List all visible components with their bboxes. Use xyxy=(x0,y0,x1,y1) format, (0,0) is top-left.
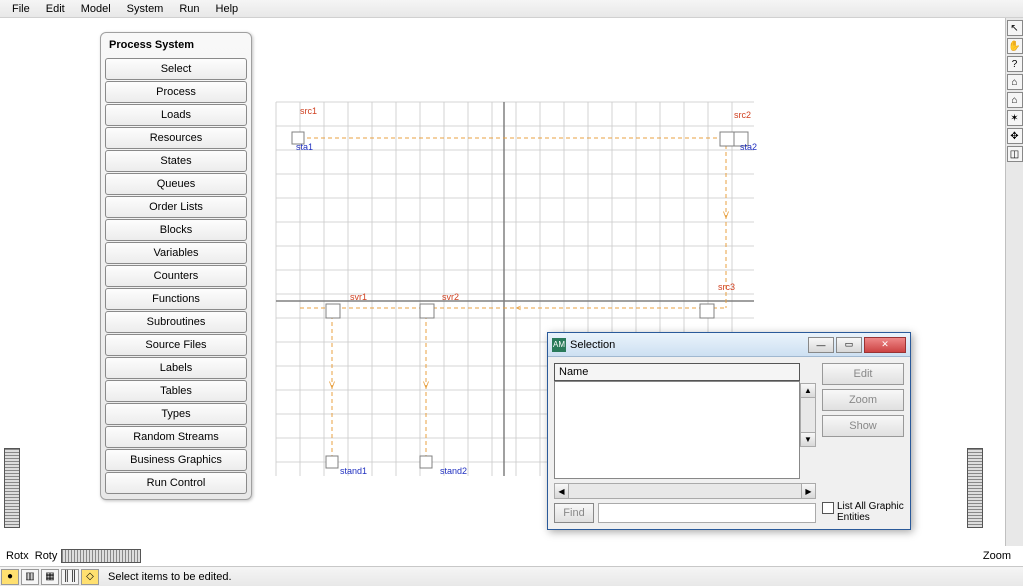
selection-list[interactable] xyxy=(554,381,800,479)
tool-grid-icon[interactable]: ▦ xyxy=(41,569,59,585)
process-system-palette: Process System SelectProcessLoadsResourc… xyxy=(100,32,252,500)
palette-queues[interactable]: Queues xyxy=(105,173,247,195)
find-button[interactable]: Find xyxy=(554,503,594,523)
menu-file[interactable]: File xyxy=(4,1,38,17)
palette-resources[interactable]: Resources xyxy=(105,127,247,149)
palette-counters[interactable]: Counters xyxy=(105,265,247,287)
palette-blocks[interactable]: Blocks xyxy=(105,219,247,241)
list-all-checkbox[interactable]: List All Graphic Entities xyxy=(822,501,904,523)
rotx-label: Rotx xyxy=(6,550,29,562)
menu-system[interactable]: System xyxy=(119,1,172,17)
bottom-strip: Rotx Roty Zoom xyxy=(0,546,1023,566)
tool-bars-icon[interactable]: ║║ xyxy=(61,569,79,585)
scroll-down-icon[interactable]: ▼ xyxy=(801,432,815,446)
selection-dialog: AM Selection — ▭ ✕ Name ▲ ▼ ◀ ▶ xyxy=(547,332,911,530)
question-icon[interactable]: ? xyxy=(1007,56,1023,72)
palette-title: Process System xyxy=(105,37,247,57)
scroll-left-icon[interactable]: ◀ xyxy=(555,484,569,498)
palette-states[interactable]: States xyxy=(105,150,247,172)
home2-icon[interactable]: ⌂ xyxy=(1007,92,1023,108)
selection-column-header[interactable]: Name xyxy=(554,363,800,381)
find-input[interactable] xyxy=(598,503,816,523)
right-toolbar: ↖ ✋ ? ⌂ ⌂ ✶ ✥ ◫ xyxy=(1005,18,1023,546)
palette-run-control[interactable]: Run Control xyxy=(105,472,247,494)
selection-titlebar[interactable]: AM Selection — ▭ ✕ xyxy=(548,333,910,357)
palette-order-lists[interactable]: Order Lists xyxy=(105,196,247,218)
menu-model[interactable]: Model xyxy=(73,1,119,17)
status-strip: ● ▥ ▦ ║║ ◇ Select items to be edited. xyxy=(0,566,1023,586)
tool-light-icon[interactable]: ● xyxy=(1,569,19,585)
roty-label: Roty xyxy=(35,550,58,562)
menubar: File Edit Model System Run Help xyxy=(0,0,1023,18)
palette-subroutines[interactable]: Subroutines xyxy=(105,311,247,333)
selection-scrollbar-h[interactable]: ◀ ▶ xyxy=(554,483,816,499)
palette-random-streams[interactable]: Random Streams xyxy=(105,426,247,448)
home-icon[interactable]: ⌂ xyxy=(1007,74,1023,90)
move-icon[interactable]: ✥ xyxy=(1007,128,1023,144)
palette-process[interactable]: Process xyxy=(105,81,247,103)
selection-scrollbar-v[interactable]: ▲ ▼ xyxy=(800,383,816,447)
maximize-button[interactable]: ▭ xyxy=(836,337,862,353)
palette-labels[interactable]: Labels xyxy=(105,357,247,379)
tool-tag-icon[interactable]: ◇ xyxy=(81,569,99,585)
zoom-label: Zoom xyxy=(983,550,1011,562)
scroll-right-icon[interactable]: ▶ xyxy=(801,484,815,498)
close-button[interactable]: ✕ xyxy=(864,337,906,353)
palette-business-graphics[interactable]: Business Graphics xyxy=(105,449,247,471)
palette-variables[interactable]: Variables xyxy=(105,242,247,264)
palette-functions[interactable]: Functions xyxy=(105,288,247,310)
horizontal-ruler[interactable] xyxy=(61,549,141,563)
palette-source-files[interactable]: Source Files xyxy=(105,334,247,356)
selection-title: Selection xyxy=(570,339,615,351)
hand-icon[interactable]: ✋ xyxy=(1007,38,1023,54)
menu-help[interactable]: Help xyxy=(208,1,247,17)
status-message: Select items to be edited. xyxy=(108,571,232,583)
zoom-button[interactable]: Zoom xyxy=(822,389,904,411)
minimize-button[interactable]: — xyxy=(808,337,834,353)
scroll-up-icon[interactable]: ▲ xyxy=(801,384,815,398)
selection-app-icon: AM xyxy=(552,338,566,352)
menu-run[interactable]: Run xyxy=(171,1,207,17)
checkbox-icon[interactable] xyxy=(822,502,834,514)
menu-edit[interactable]: Edit xyxy=(38,1,73,17)
checkbox-label: List All Graphic Entities xyxy=(837,501,904,523)
edit-button[interactable]: Edit xyxy=(822,363,904,385)
target-icon[interactable]: ✶ xyxy=(1007,110,1023,126)
cube-icon[interactable]: ◫ xyxy=(1007,146,1023,162)
palette-select[interactable]: Select xyxy=(105,58,247,80)
palette-loads[interactable]: Loads xyxy=(105,104,247,126)
palette-tables[interactable]: Tables xyxy=(105,380,247,402)
tool-building-icon[interactable]: ▥ xyxy=(21,569,39,585)
vertical-ruler-right[interactable] xyxy=(967,448,983,528)
cursor-icon[interactable]: ↖ xyxy=(1007,20,1023,36)
show-button[interactable]: Show xyxy=(822,415,904,437)
vertical-ruler-left[interactable] xyxy=(4,448,20,528)
palette-types[interactable]: Types xyxy=(105,403,247,425)
